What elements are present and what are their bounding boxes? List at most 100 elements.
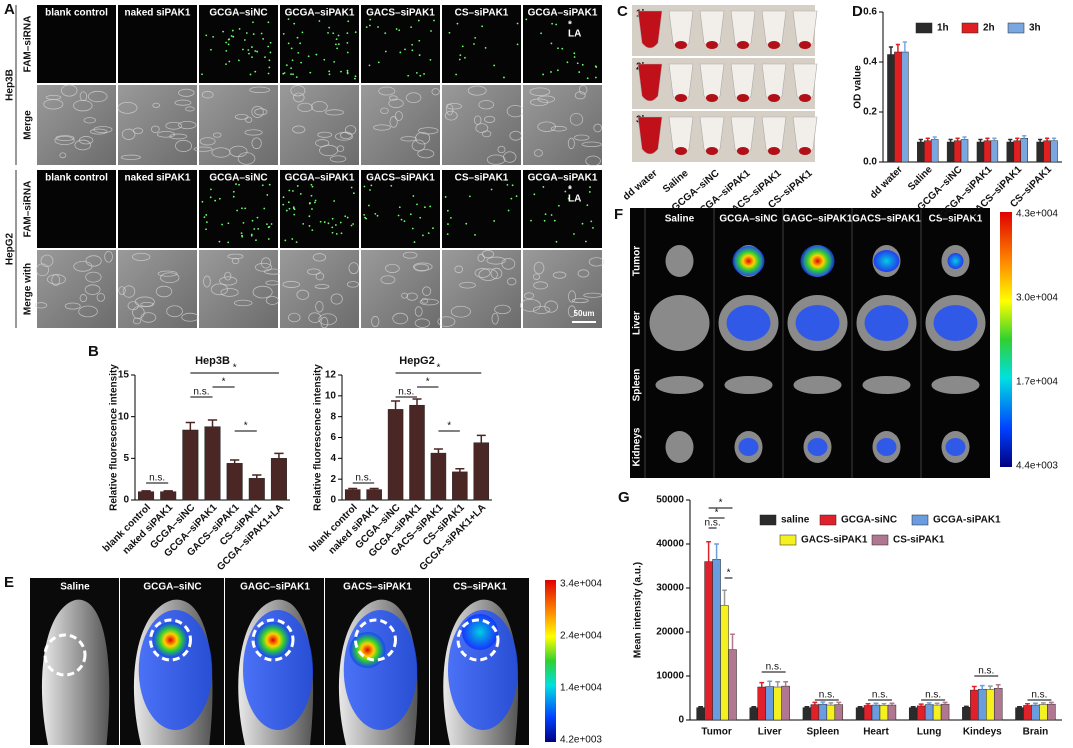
cell <box>140 312 157 323</box>
bar <box>962 706 971 721</box>
fluorescent-dot <box>543 219 546 222</box>
significance-label: n.s. <box>766 662 782 673</box>
error-bar <box>963 705 969 708</box>
fluorescent-dot <box>368 64 371 67</box>
fluorescent-dot <box>384 50 387 53</box>
cell <box>254 108 268 116</box>
error-bar <box>1048 701 1054 705</box>
cell <box>550 125 567 132</box>
cell <box>85 271 102 283</box>
fluorescent-dot <box>210 188 212 191</box>
bar <box>270 458 287 501</box>
micrograph <box>280 250 359 328</box>
cell <box>150 125 160 133</box>
legend-label: CS-siPAK1 <box>893 535 945 546</box>
bar <box>749 707 759 721</box>
fluorescent-dot <box>282 203 285 206</box>
fluorescent-dot <box>299 42 302 45</box>
fluorescent-dot <box>288 189 291 192</box>
fluorescent-dot <box>293 213 296 216</box>
cell <box>491 312 499 325</box>
error-bar <box>1051 137 1057 141</box>
fluorescent-dot <box>327 222 330 225</box>
bar <box>960 139 969 163</box>
image-label: GACS–siPAK1 <box>343 582 412 593</box>
fluorescent-dot <box>209 196 212 199</box>
cell <box>544 300 558 313</box>
cell <box>229 145 248 158</box>
cell <box>422 286 432 296</box>
bar <box>248 478 265 501</box>
bar <box>834 704 844 721</box>
cell <box>314 284 330 289</box>
cell <box>84 284 101 295</box>
fluorescent-dot <box>424 206 426 209</box>
significance-label: * <box>727 568 731 579</box>
error-bar <box>706 541 711 562</box>
fluorescent-dot <box>423 73 425 75</box>
pellet <box>799 94 811 102</box>
colorbar-label: 4.2e+003 <box>560 735 602 746</box>
pellet <box>675 41 687 49</box>
fluorescent-dot <box>328 73 331 76</box>
cell <box>83 117 96 124</box>
cell <box>244 129 263 136</box>
error-bar <box>971 685 977 691</box>
fluorescent-dot <box>328 70 331 73</box>
signal <box>807 438 828 456</box>
fluorescent-dot <box>474 234 476 236</box>
micrograph <box>442 250 521 328</box>
fluorescent-dot <box>340 232 343 235</box>
fluorescent-dot <box>398 206 401 209</box>
fluorescent-dot <box>333 200 336 202</box>
cell <box>292 125 306 134</box>
cell <box>400 136 417 142</box>
pellet <box>706 94 718 102</box>
cell <box>181 312 199 322</box>
fluorescent-dot <box>569 185 571 187</box>
fluorescent-dot <box>203 216 206 218</box>
cell <box>46 274 66 285</box>
fluorescent-dot <box>337 43 340 46</box>
bar <box>917 141 925 163</box>
row-label: FAM–siRNA <box>23 181 34 238</box>
cell <box>444 110 458 121</box>
column-label: GCGA–siPAK1 <box>285 8 355 19</box>
cell <box>486 154 506 165</box>
fluorescent-dot <box>331 231 334 234</box>
fluorescent-dot <box>429 205 432 208</box>
panel-label: C <box>617 3 628 20</box>
column-label: GCGA–siPAK1 <box>528 8 598 19</box>
fluorescent-dot <box>516 22 519 25</box>
bar <box>430 452 447 501</box>
cell <box>573 134 590 141</box>
y-tick-label: 2 <box>330 474 336 485</box>
fluorescent-dot <box>369 18 372 21</box>
fluorescent-dot <box>374 212 377 215</box>
tube <box>637 63 663 102</box>
fluorescent-dot <box>586 77 589 80</box>
fluorescent-dot <box>346 32 349 35</box>
fluorescent-dot <box>283 72 286 74</box>
fluorescent-dot <box>510 197 513 200</box>
fluorescent-dot <box>419 74 422 77</box>
panel-label: A <box>4 1 15 18</box>
bar <box>1047 703 1056 721</box>
fluorescent-dot <box>227 38 230 41</box>
fluorescent-dot <box>455 73 458 76</box>
cell <box>117 101 138 114</box>
error-bar <box>767 680 773 687</box>
cell <box>227 253 244 260</box>
fluorescent-dot <box>493 64 496 67</box>
bar <box>757 686 766 721</box>
fluorescent-dot <box>250 233 253 236</box>
legend-swatch <box>759 514 777 526</box>
fluorescent-dot <box>564 190 567 193</box>
fluorescent-dot <box>384 32 387 35</box>
error-bar <box>910 706 916 708</box>
cell <box>413 262 433 271</box>
bar <box>946 141 955 163</box>
organ <box>665 245 694 277</box>
micrograph <box>361 85 440 165</box>
cell <box>431 88 440 96</box>
